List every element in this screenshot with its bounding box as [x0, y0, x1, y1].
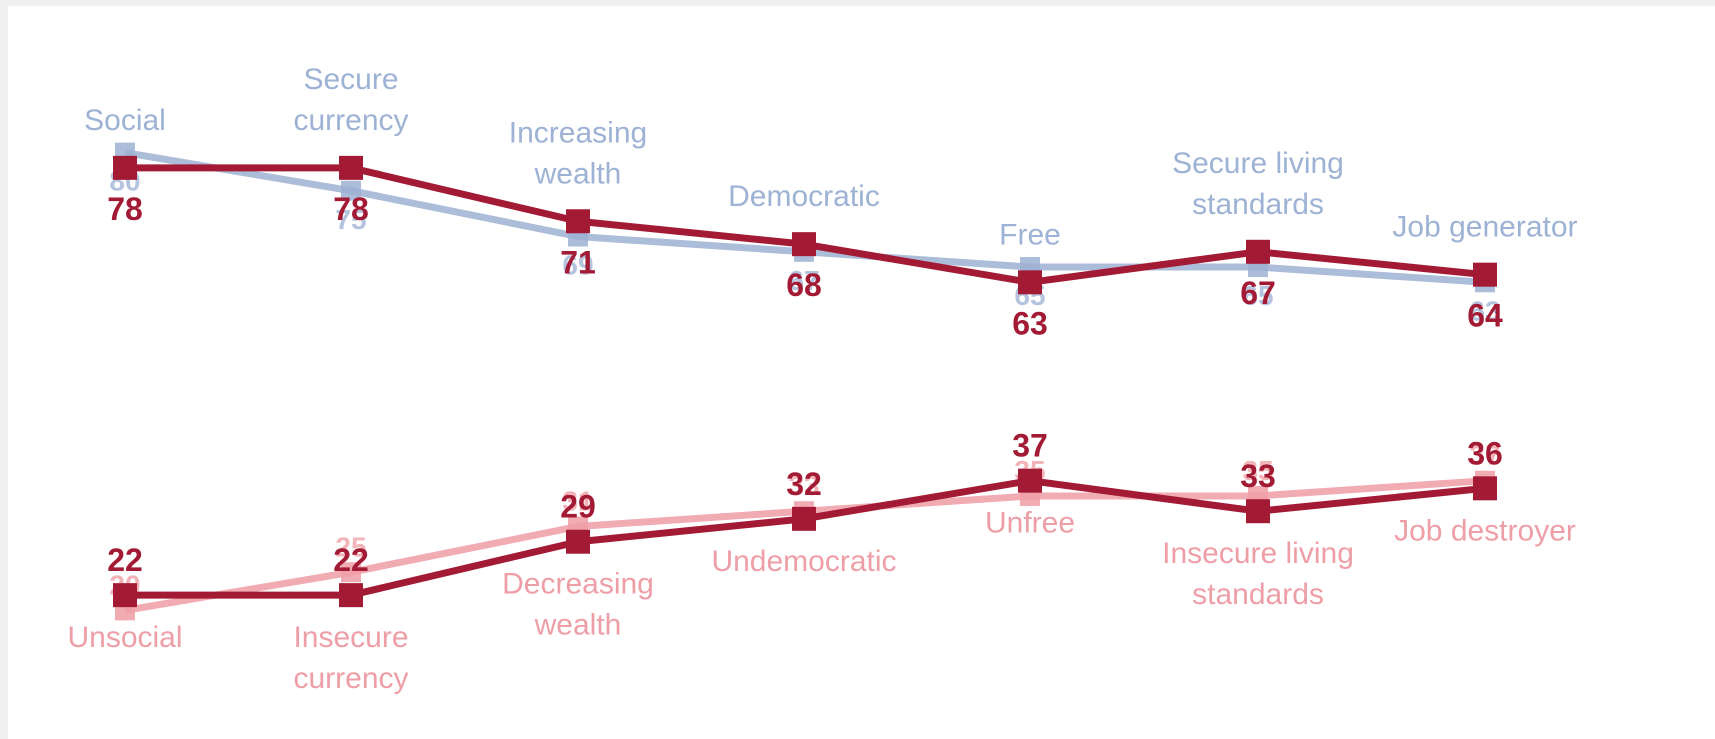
comparison-point — [341, 562, 361, 583]
main-point — [566, 209, 590, 234]
category-label: Decreasing wealth — [502, 568, 654, 642]
category-label: Insecure currency — [293, 621, 408, 695]
main-value-label: 78 — [107, 191, 143, 227]
category-label: Unfree — [985, 507, 1075, 540]
category-label: Democratic — [728, 180, 880, 213]
main-value-label: 22 — [107, 542, 143, 578]
category-label: Unsocial — [67, 621, 182, 654]
main-point — [339, 583, 363, 608]
comparison-value-label: 35 — [1242, 455, 1273, 486]
main-value-label: 78 — [333, 191, 369, 227]
main-point — [566, 529, 590, 554]
main-value-label: 63 — [1012, 305, 1048, 341]
comparison-point — [341, 180, 361, 201]
category-label: Secure living standards — [1172, 147, 1344, 221]
main-point — [339, 155, 363, 180]
comparison-value-label: 37 — [1469, 440, 1500, 471]
main-value-label: 22 — [333, 542, 369, 578]
category-label: Free — [999, 218, 1061, 251]
comparison-value-label: 75 — [335, 204, 366, 235]
main-point — [113, 583, 137, 608]
main-value-label: 64 — [1467, 298, 1503, 334]
main-value-label: 32 — [786, 466, 822, 502]
category-label: Social — [84, 104, 166, 137]
comparison-value-label: 69 — [562, 250, 593, 281]
main-value-label: 71 — [560, 244, 596, 280]
main-point — [1473, 262, 1497, 287]
main-value-label: 67 — [1240, 275, 1276, 311]
comparison-value-label: 63 — [1469, 295, 1500, 326]
main-point — [1018, 270, 1042, 295]
comparison-value-label: 31 — [562, 485, 593, 516]
main-value-label: 33 — [1240, 458, 1276, 494]
main-value-label: 68 — [786, 267, 822, 303]
main-point — [792, 232, 816, 257]
comparison-value-label: 65 — [1242, 280, 1273, 311]
main-value-label: 29 — [560, 489, 596, 525]
main-point — [1246, 499, 1270, 524]
category-label: Secure currency — [293, 63, 408, 137]
category-label: Insecure living standards — [1162, 537, 1354, 611]
category-label: Job destroyer — [1394, 514, 1576, 547]
category-label: Job generator — [1392, 211, 1577, 244]
line-chart: Social Secure currency Increasing wealth Demo… — [67, 63, 1577, 695]
main-point — [1018, 468, 1042, 493]
main-point — [113, 155, 137, 180]
main-point — [792, 506, 816, 531]
comparison-value-label: 67 — [788, 265, 819, 296]
main-point — [1473, 476, 1497, 501]
main-point — [1246, 239, 1270, 264]
comparison-value-label: 25 — [335, 531, 366, 562]
chart-panel: Social Secure currency Increasing wealth Demo… — [8, 6, 1715, 739]
comparison-value-label: 33 — [788, 470, 819, 501]
main-value-label: 36 — [1467, 435, 1503, 471]
category-label: Undemocratic — [711, 545, 896, 578]
category-label: Increasing wealth — [509, 116, 647, 190]
main-value-label: 37 — [1012, 428, 1048, 464]
